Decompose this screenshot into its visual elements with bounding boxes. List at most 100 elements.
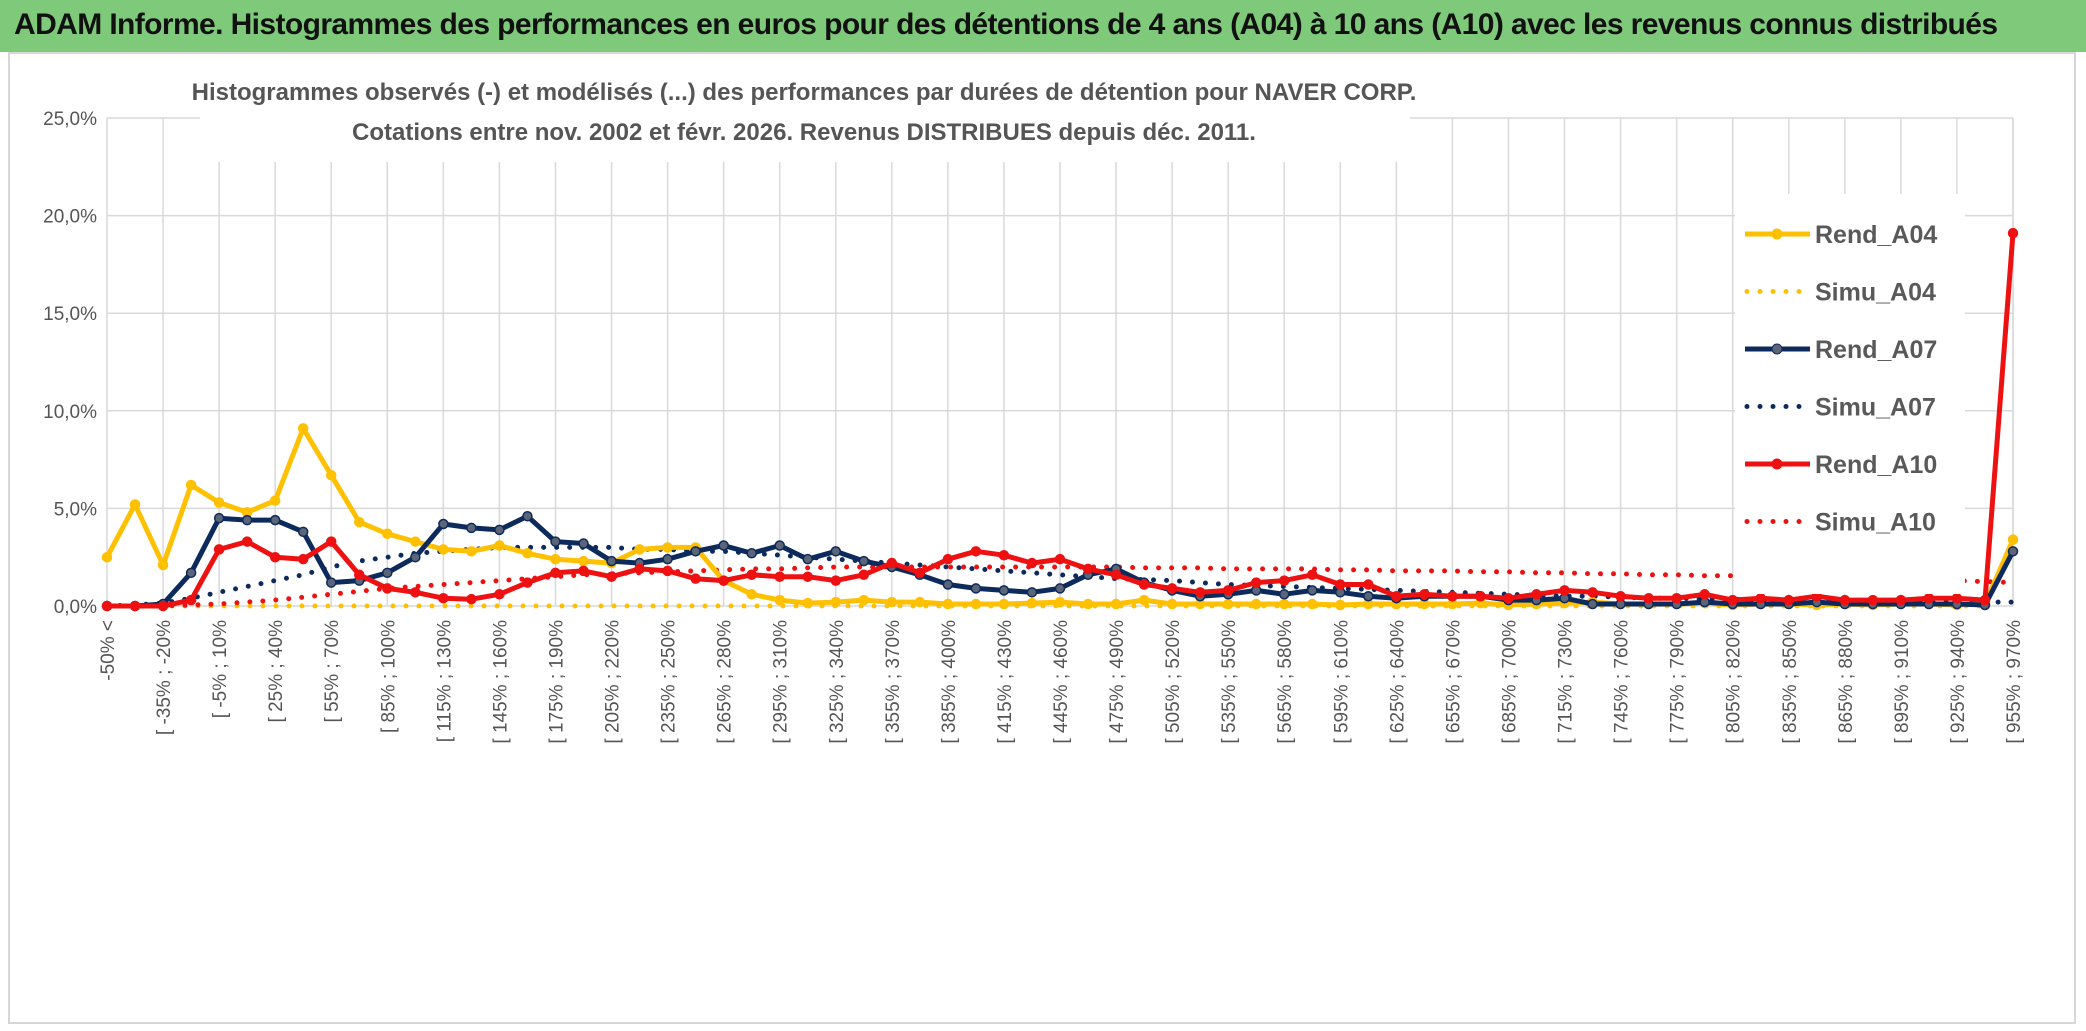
data-point xyxy=(970,583,982,594)
y-tick-label: 0,0% xyxy=(54,597,97,618)
data-point xyxy=(297,423,309,434)
data-point xyxy=(354,516,365,528)
data-point xyxy=(1447,590,1458,602)
x-tick-label: [ 715% ; 730% xyxy=(1556,620,1577,744)
data-point xyxy=(1026,557,1038,569)
chart: 0,0% 5,0% 10,0% 15,0% 20,0% 25,0% -50% < [ -35%… xyxy=(43,54,2025,744)
data-point xyxy=(1951,592,1963,604)
x-tick-label: [ 235% ; 250% xyxy=(659,620,680,744)
x-tick-label: [ 325% ; 340% xyxy=(827,620,848,744)
data-point xyxy=(522,510,533,522)
x-tick-label: [ 835% ; 850% xyxy=(1780,620,1801,744)
data-point xyxy=(410,587,421,598)
data-point xyxy=(213,512,225,524)
x-tick-label: [ -35% ; -20% xyxy=(154,620,175,735)
data-point xyxy=(1867,594,1879,606)
x-tick-label: [ 55% ; 70% xyxy=(322,620,343,723)
data-point xyxy=(382,583,393,594)
data-point xyxy=(1307,585,1318,596)
data-point xyxy=(382,567,393,579)
y-tick-label: 5,0% xyxy=(54,499,97,520)
data-point xyxy=(1082,563,1094,575)
data-point xyxy=(1839,594,1851,606)
data-point xyxy=(1643,592,1654,604)
data-point xyxy=(1923,592,1935,604)
data-point xyxy=(1250,577,1262,588)
legend-marker xyxy=(1771,228,1783,240)
x-tick-label: [ 595% ; 610% xyxy=(1331,620,1352,744)
legend-background xyxy=(1735,194,1965,594)
data-point xyxy=(410,536,421,547)
data-point xyxy=(1082,598,1094,610)
data-point xyxy=(466,546,477,557)
chart-frame: 0,0% 5,0% 10,0% 15,0% 20,0% 25,0% -50% < [ -35%… xyxy=(8,52,2076,1024)
x-tick-label: [ 955% ; 970% xyxy=(2004,620,2025,744)
x-tick-label: [ 115% ; 130% xyxy=(434,620,455,742)
data-point xyxy=(998,585,1010,596)
data-point xyxy=(858,555,870,567)
x-tick-label: [ -5% ; 10% xyxy=(210,620,231,718)
data-point xyxy=(101,600,113,612)
data-point xyxy=(494,589,505,600)
data-point xyxy=(774,571,785,582)
data-point xyxy=(718,575,729,586)
data-point xyxy=(914,567,926,579)
x-tick-label: [ 85% ; 100% xyxy=(378,620,399,733)
data-point xyxy=(1615,590,1626,602)
legend-label: Simu_A04 xyxy=(1815,279,1936,307)
data-point xyxy=(830,546,842,557)
legend-marker xyxy=(1771,458,1783,470)
data-point xyxy=(1278,589,1290,600)
data-point xyxy=(746,548,757,559)
data-point xyxy=(410,551,421,563)
data-point xyxy=(1335,579,1346,590)
data-point xyxy=(325,536,337,547)
data-point xyxy=(325,469,337,481)
data-point xyxy=(1559,585,1570,596)
data-point xyxy=(1166,583,1178,594)
data-point xyxy=(438,592,449,604)
data-point xyxy=(1363,590,1374,602)
data-point xyxy=(578,555,589,567)
data-point xyxy=(690,573,701,584)
data-point xyxy=(1138,579,1150,590)
data-point xyxy=(1054,553,1066,565)
data-point xyxy=(970,546,982,557)
data-point xyxy=(1727,594,1738,606)
data-point xyxy=(718,540,729,551)
data-point xyxy=(746,569,757,581)
data-point xyxy=(2007,546,2019,557)
data-point xyxy=(325,577,337,588)
data-point xyxy=(494,524,505,536)
data-point xyxy=(438,518,449,530)
data-point xyxy=(942,579,954,590)
data-point xyxy=(241,514,253,526)
data-point xyxy=(550,567,561,579)
data-point xyxy=(746,589,757,600)
x-tick-label: [ 385% ; 400% xyxy=(939,620,960,744)
data-point xyxy=(269,495,281,506)
data-point xyxy=(1587,598,1598,610)
x-tick-label: [ 775% ; 790% xyxy=(1668,620,1689,744)
data-point xyxy=(1222,585,1234,596)
data-point xyxy=(101,551,113,563)
data-point xyxy=(914,596,926,608)
data-point xyxy=(269,514,281,526)
data-point xyxy=(2007,227,2019,239)
x-tick-label: [ 805% ; 820% xyxy=(1724,620,1745,744)
data-point xyxy=(213,497,225,508)
legend-label: Simu_A07 xyxy=(1815,394,1936,422)
data-point xyxy=(522,548,533,559)
data-point xyxy=(213,544,225,555)
data-point xyxy=(1475,590,1486,602)
data-point xyxy=(830,575,842,586)
data-point xyxy=(1110,569,1122,581)
data-point xyxy=(494,540,505,551)
data-point xyxy=(858,569,870,581)
data-point xyxy=(466,522,477,534)
x-tick-label: [ 565% ; 580% xyxy=(1275,620,1296,744)
data-point xyxy=(886,596,898,608)
data-point xyxy=(1699,589,1710,600)
data-point xyxy=(1054,596,1066,608)
data-point xyxy=(269,551,281,563)
